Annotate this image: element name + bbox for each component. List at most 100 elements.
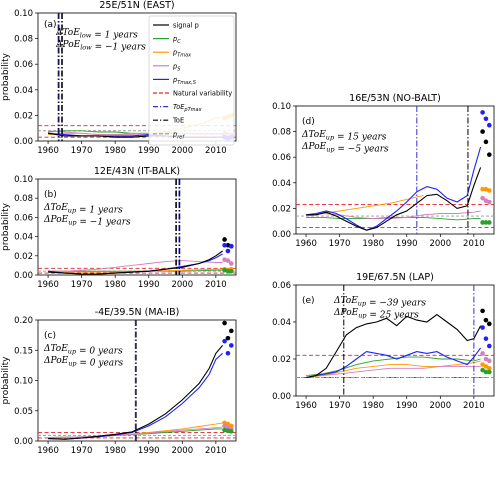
y-tick-label: 0.08: [14, 194, 33, 204]
x-tick-label: 1960: [295, 401, 317, 411]
x-tick-label: 1990: [138, 280, 160, 290]
axes-frame: [37, 12, 237, 142]
panel-title: 16E/53N (NO-BALT): [349, 93, 441, 104]
series-ps: [306, 365, 481, 377]
annotation-poe: ΔPoEup = 25 years: [333, 308, 419, 321]
end-point-ptrue: [225, 421, 231, 427]
panel-lap: 19E/67.5N (LAP) 1960 1970 1980 1990 2000 2010 0…: [272, 272, 495, 411]
series-pc: [306, 216, 481, 221]
end-point-pc: [225, 268, 231, 274]
x-tick-label: 1980: [362, 401, 384, 411]
panel-label: (b): [44, 190, 57, 200]
x-tick-label: 1990: [138, 146, 160, 156]
end-point-ptrue: [483, 364, 489, 369]
x-tick-label: 2010: [205, 280, 227, 290]
y-tick-label: 0.06: [272, 153, 291, 163]
end-point-signal: [225, 335, 231, 341]
x-tick-label: 2000: [429, 239, 451, 249]
end-point-signal: [480, 129, 485, 134]
y-tick-label: 0.06: [14, 213, 33, 223]
panel-no-balt: 16E/53N (NO-BALT) 1960 1970 1980 1990 2000 201…: [272, 93, 495, 249]
y-tick-label: 0.15: [14, 346, 33, 356]
panel-label: (e): [302, 296, 315, 306]
panel-it-balk: 12E/43N (IT-BALK) 1960 1970 1980 1990 2000 201…: [1, 166, 237, 290]
end-point-ptrue: [480, 362, 485, 367]
annotation-toe: ΔToEup = 1 years: [43, 203, 123, 216]
x-tick-label: 1960: [37, 446, 59, 456]
end-point-pc: [483, 220, 489, 225]
legend-box: [148, 15, 235, 146]
end-point-ps: [487, 199, 492, 205]
x-tick-label: 2010: [463, 401, 485, 411]
legend: signal p pC pTmax pS pTmax,S Natural variabil…: [148, 15, 235, 146]
end-point-ps: [225, 258, 231, 263]
panel-title: 12E/43N (IT-BALK): [94, 166, 180, 177]
end-point-signal: [222, 320, 227, 326]
legend-label-ptrue: pTmax: [172, 49, 191, 59]
series-ps: [48, 426, 223, 438]
panel-label: (d): [302, 117, 315, 127]
y-axis-label: probability: [1, 202, 11, 251]
legend-label-ps: pS: [172, 62, 181, 72]
end-point-pc: [483, 369, 489, 375]
x-tick-label: 1970: [329, 239, 351, 249]
axes-frame: [295, 284, 495, 397]
x-tick-label: 2000: [171, 446, 193, 456]
end-point-signal: [483, 317, 489, 323]
series-ptrues: [306, 146, 482, 231]
plot-area: [38, 179, 236, 275]
end-point-ptrues: [487, 343, 492, 349]
y-tick-label: 0.06: [14, 60, 33, 70]
legend-label-pc: pC: [172, 35, 181, 45]
series-signal: [48, 345, 224, 440]
annotation-poe: ΔPoEup = 0 years: [43, 356, 123, 369]
y-axis-label: probability: [1, 356, 11, 405]
end-point-ptrues: [480, 325, 485, 330]
legend-label-toe_blue: ToEpTmax: [173, 103, 202, 113]
axes-frame: [295, 105, 495, 235]
x-tick-label: 1970: [71, 146, 93, 156]
legend-label-natvar: Natural variability: [173, 90, 232, 98]
end-point-pc: [229, 268, 234, 274]
y-tick-label: 0.10: [14, 377, 33, 387]
panel-ma-ib: -4E/39.5N (MA-IB) 1960 1970 1980 1990 2000 201…: [1, 307, 237, 456]
y-tick-label: 0.02: [272, 204, 291, 214]
legend-label-signal: signal p: [173, 22, 199, 30]
series-signal: [305, 313, 482, 379]
panel-title: 19E/67.5N (LAP): [356, 272, 434, 283]
end-point-pc: [487, 369, 492, 375]
y-tick-label: 0.02: [272, 355, 291, 365]
x-tick-label: 2000: [429, 401, 451, 411]
y-tick-label: 0.02: [14, 111, 33, 121]
y-axis-label: probability: [1, 52, 11, 101]
axes-frame: [37, 319, 237, 442]
x-tick-label: 1980: [362, 239, 384, 249]
panel-label: (c): [44, 331, 56, 341]
end-point-ptrues: [480, 110, 485, 115]
x-tick-label: 1980: [104, 446, 126, 456]
end-point-pc: [480, 367, 485, 373]
end-point-signal: [487, 321, 492, 327]
end-point-pc: [487, 220, 492, 225]
plot-area: [296, 285, 494, 396]
end-point-signal: [229, 328, 234, 334]
x-tick-label: 1970: [71, 280, 93, 290]
series-ps: [48, 260, 223, 272]
y-tick-label: 0.04: [14, 233, 33, 243]
plot-area: [38, 320, 236, 441]
y-tick-label: 0.08: [14, 35, 33, 45]
series-signal: [306, 167, 482, 231]
panel-label: (a): [44, 20, 57, 30]
end-point-ptrues: [483, 116, 489, 122]
y-tick-label: 0.04: [272, 179, 291, 189]
y-tick-label: 0.00: [14, 137, 33, 147]
y-tick-label: 0.10: [14, 9, 33, 19]
end-point-ps: [229, 261, 234, 266]
annotation-poe: ΔPoEup = −5 years: [301, 142, 389, 155]
x-tick-label: 1980: [104, 280, 126, 290]
x-tick-label: 2000: [171, 146, 193, 156]
x-tick-label: 1980: [104, 146, 126, 156]
annotation-toe: ΔToEup = 0 years: [43, 344, 123, 357]
series-ptrues: [305, 347, 482, 379]
